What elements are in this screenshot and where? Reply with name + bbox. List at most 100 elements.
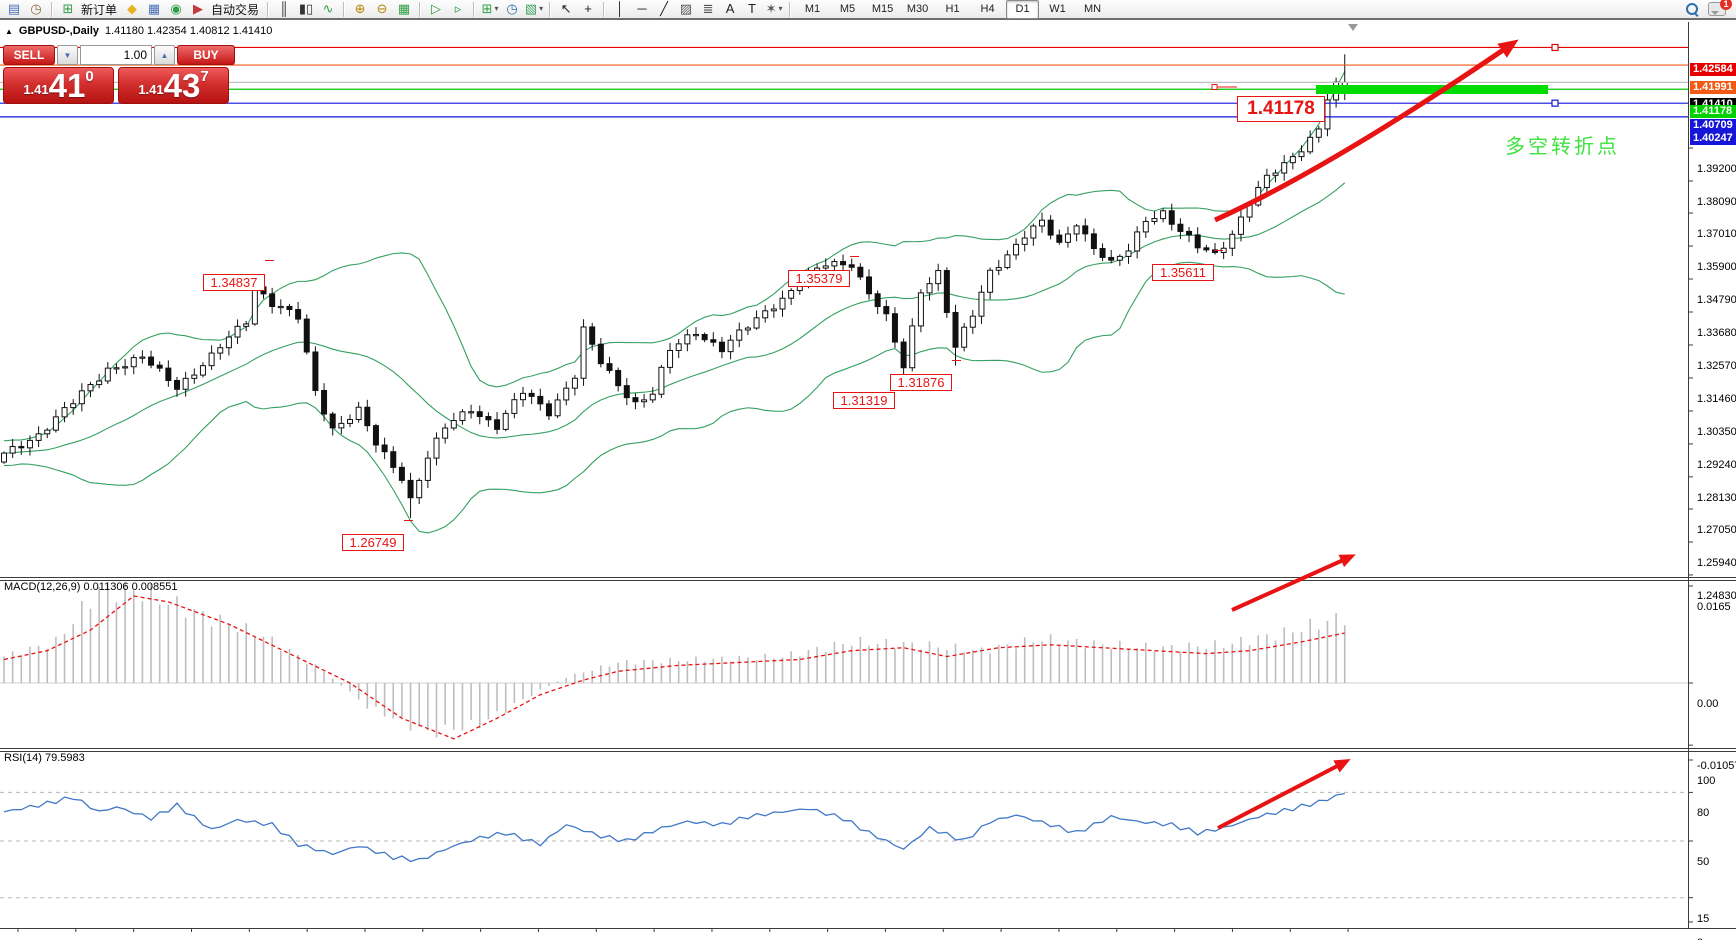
timeframe-mn[interactable]: MN [1083,3,1102,15]
toolbar: ▤ ◷ ⊞ 新订单 ◆ ▦ ◉ ▶ 自动交易 ║ ▮▯ ∿ ⊕ ⊖ ▦ ▷ ▹ ⊞ ▾ ◷ ▧ ▾ ↖ + │ ─ ╱ ▨ ≣ A T ✶ ▾ … [0,0,1736,20]
toolbar-right: 1 [1686,0,1736,16]
fibonacci-icon[interactable]: ≣ [697,0,719,19]
chart-title: ▲ GBPUSD-,Daily 1.41180 1.42354 1.40812 … [5,25,272,37]
auto-scroll-icon[interactable]: ▷ [425,0,447,19]
timeframe-h4[interactable]: H4 [980,3,995,15]
data-window-icon[interactable]: ◷ [25,0,47,19]
annotation-box[interactable]: 1.26749 [342,534,404,551]
deposit-icon: ◆ [127,1,138,16]
annotation-box[interactable]: 1.35611 [1152,264,1214,281]
price-axis-label: 1.27050 [1697,523,1736,536]
autotrading-icon-label[interactable]: 自动交易 [211,2,260,17]
collapse-triangle-icon[interactable]: ▲ [5,26,13,36]
dropdown-caret-icon[interactable]: ▾ [494,4,499,13]
annotation-box[interactable]: 1.34837 [203,274,265,291]
price-level-badge[interactable]: 1.40709 [1690,118,1736,132]
period-icon[interactable]: ◷ [501,0,523,19]
sell-price-display[interactable]: 1.41 41 0 [3,67,114,104]
price-level-badge[interactable]: 1.40247 [1690,132,1736,146]
new-order-icon[interactable]: ⊞ [57,0,79,19]
trend-arrow-rsi[interactable] [1217,759,1351,830]
timeframe-m30[interactable]: M30 [906,3,929,15]
price-axis-label: 1.33680 [1697,326,1736,339]
macd-axis-label: 0.00 [1697,698,1719,710]
label-icon[interactable]: T [741,0,763,19]
price-level-badge[interactable]: 1.41178 [1690,104,1736,118]
macd-histogram [3,581,1346,738]
crosshair-icon[interactable]: + [577,0,599,19]
channel-icon[interactable]: ▨ [675,0,697,19]
toolbar-separator [603,1,606,17]
template-icon: ▧ [524,1,538,16]
chart-shift-marker-icon[interactable] [1348,24,1358,31]
dropdown-caret-icon[interactable]: ▾ [539,4,544,13]
deposit-icon[interactable]: ◆ [121,0,143,19]
support-zone-bar[interactable] [1316,85,1548,94]
annotation-box[interactable]: 1.41178 [1237,96,1325,122]
buy-price-display[interactable]: 1.41 43 7 [118,67,229,104]
annotation-box[interactable]: 1.35379 [788,270,850,287]
symbol-period-label: GBPUSD-,Daily [18,25,99,37]
cursor-icon[interactable]: ↖ [555,0,577,19]
search-icon[interactable] [1686,3,1698,15]
buy-button[interactable]: BUY [177,45,235,65]
trendline-icon[interactable]: ╱ [653,0,675,19]
signals-icon: ◉ [170,1,182,16]
chart-shift-icon[interactable]: ▹ [447,0,469,19]
trend-arrow-macd[interactable] [1231,554,1356,612]
market-watch-icon: ▤ [7,1,21,16]
annotation-box[interactable]: 1.31876 [890,374,952,391]
notifications-icon[interactable]: 1 [1708,0,1732,16]
autotrading-icon[interactable]: ▶ [187,0,209,19]
vertical-line-icon: │ [615,1,625,16]
timeframe-w1[interactable]: W1 [1049,3,1066,15]
tile-windows-icon[interactable]: ▦ [393,0,415,19]
zoom-in-icon[interactable]: ⊕ [349,0,371,19]
text-icon[interactable]: A [719,0,741,19]
channel-icon: ▨ [679,1,693,16]
price-axis-label: 1.32570 [1697,359,1736,372]
dropdown-caret-icon[interactable]: ▾ [778,4,783,13]
sell-button[interactable]: SELL [3,45,55,65]
line-chart-icon[interactable]: ∿ [317,0,339,19]
price-axis-label: 1.31460 [1697,392,1736,405]
horizontal-line-icon[interactable]: ─ [631,0,653,19]
bar-chart-icon[interactable]: ║ [273,0,295,19]
price-level-badge[interactable]: 1.42584 [1690,62,1736,76]
data-window-icon: ◷ [30,1,42,16]
rsi-indicator-label: RSI(14) 79.5983 [4,752,85,764]
timeframe-m15[interactable]: M15 [871,3,894,15]
timeframe-m1[interactable]: M1 [804,3,821,15]
timeframe-m5[interactable]: M5 [839,3,856,15]
trendline-icon: ╱ [660,1,668,16]
toolbar-separator [419,1,422,17]
volume-decrement-button[interactable]: ▼ [57,45,78,65]
vertical-line-icon[interactable]: │ [609,0,631,19]
volume-increment-button[interactable]: ▲ [154,45,175,65]
level-lines [0,43,1688,118]
signals-icon[interactable]: ◉ [165,0,187,19]
arrows-icon[interactable]: ✶ ▾ [763,0,785,19]
market-watch-icon[interactable]: ▤ [3,0,25,19]
zoom-in-icon: ⊕ [354,1,366,16]
template-icon[interactable]: ▧ ▾ [523,0,545,19]
virtual-hosting-icon[interactable]: ▦ [143,0,165,19]
auto-scroll-icon: ▷ [431,1,442,16]
fibonacci-icon: ≣ [702,1,714,16]
price-axis-label: 1.37010 [1697,228,1736,241]
zoom-out-icon[interactable]: ⊖ [371,0,393,19]
price-axis-label: 1.30350 [1697,425,1736,438]
timeframe-h1[interactable]: H1 [945,3,960,15]
volume-input[interactable] [80,45,152,65]
notification-badge: 1 [1720,0,1732,10]
rsi-axis-label: 15 [1697,912,1710,925]
trend-arrow-price[interactable] [1213,39,1519,223]
price-level-badge[interactable]: 1.41991 [1690,80,1736,94]
annotation-box[interactable]: 1.31319 [833,392,895,409]
candlestick-chart-icon[interactable]: ▮▯ [295,0,317,19]
text-annotation[interactable]: 多空转折点 [1505,136,1620,158]
new-chart-icon[interactable]: ⊞ ▾ [479,0,501,19]
price-axis-label: 1.34790 [1697,294,1736,307]
timeframe-d1[interactable]: D1 [1006,0,1040,19]
new-order-icon-label[interactable]: 新订单 [81,2,118,17]
